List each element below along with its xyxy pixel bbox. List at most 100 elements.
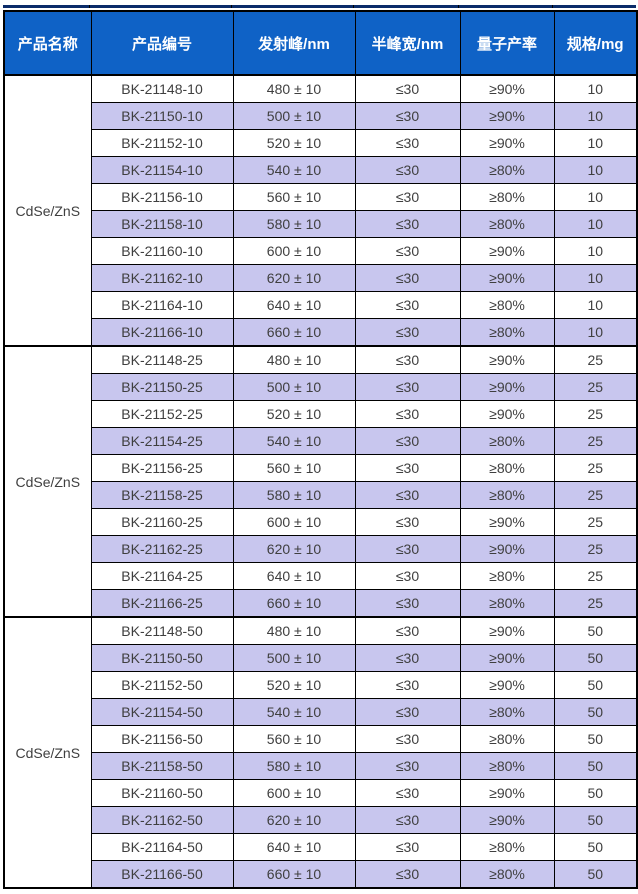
product-code-cell: BK-21150-25 — [90, 373, 234, 401]
table-row: BK-21150-10 500 ± 10 ≤30 ≥90% 10 — [4, 102, 638, 130]
spec-cell: 10 — [553, 237, 638, 265]
product-code-cell: BK-21154-50 — [90, 698, 234, 726]
table-row: CdSe/ZnS BK-21148-50 480 ± 10 ≤30 ≥90% 50 — [3, 616, 638, 889]
emission-peak-cell: 600 ± 10 — [232, 508, 356, 536]
fwhm-cell: ≤30 — [354, 833, 461, 861]
header-spec: 规格/mg — [553, 10, 638, 76]
product-code-cell: BK-21164-25 — [90, 562, 234, 590]
spec-cell: 50 — [553, 833, 638, 861]
quantum-yield-cell: ≥80% — [459, 833, 555, 861]
quantum-yield-cell: ≥90% — [459, 806, 555, 834]
product-code-cell: BK-21162-10 — [90, 264, 234, 292]
quantum-yield-cell: ≥80% — [459, 589, 555, 618]
spec-cell: 50 — [553, 725, 638, 753]
table-row: BK-21152-50 520 ± 10 ≤30 ≥90% 50 — [4, 671, 638, 699]
quantum-yield-cell: ≥80% — [459, 698, 555, 726]
table-row: BK-21158-50 580 ± 10 ≤30 ≥80% 50 — [4, 752, 638, 780]
emission-peak-cell: 520 ± 10 — [232, 129, 356, 157]
fwhm-cell: ≤30 — [354, 318, 461, 347]
emission-peak-cell: 640 ± 10 — [232, 291, 356, 319]
spec-cell: 10 — [553, 183, 638, 211]
strip-segment — [354, 5, 459, 8]
emission-peak-cell: 500 ± 10 — [232, 102, 356, 130]
quantum-yield-cell: ≥90% — [459, 129, 555, 157]
spec-cell: 25 — [553, 481, 638, 509]
product-code-cell: BK-21166-10 — [90, 318, 234, 347]
quantum-dot-spec-table: 产品名称 产品编号 发射峰/nm 半峰宽/nm 量子产率 规格/mg CdSe/… — [3, 10, 638, 889]
fwhm-cell: ≤30 — [354, 671, 461, 699]
emission-peak-cell: 660 ± 10 — [232, 860, 356, 889]
quantum-yield-cell: ≥90% — [459, 237, 555, 265]
fwhm-cell: ≤30 — [354, 345, 461, 374]
quantum-yield-cell: ≥80% — [459, 427, 555, 455]
quantum-yield-cell: ≥90% — [459, 373, 555, 401]
product-code-cell: BK-21164-10 — [90, 291, 234, 319]
fwhm-cell: ≤30 — [354, 400, 461, 428]
product-code-cell: BK-21150-10 — [90, 102, 234, 130]
product-code-cell: BK-21164-50 — [90, 833, 234, 861]
spec-cell: 50 — [553, 616, 638, 645]
table-header: 产品名称 产品编号 发射峰/nm 半峰宽/nm 量子产率 规格/mg — [3, 10, 638, 76]
table-row: BK-21154-50 540 ± 10 ≤30 ≥80% 50 — [4, 698, 638, 726]
fwhm-cell: ≤30 — [354, 129, 461, 157]
emission-peak-cell: 480 ± 10 — [232, 616, 356, 645]
table-row: BK-21160-25 600 ± 10 ≤30 ≥90% 25 — [4, 508, 638, 536]
table-row: BK-21162-10 620 ± 10 ≤30 ≥90% 10 — [4, 264, 638, 292]
spec-cell: 25 — [553, 508, 638, 536]
product-code-cell: BK-21148-50 — [90, 616, 234, 645]
fwhm-cell: ≤30 — [354, 752, 461, 780]
table-row: BK-21156-25 560 ± 10 ≤30 ≥80% 25 — [4, 454, 638, 482]
spec-cell: 10 — [553, 74, 638, 103]
fwhm-cell: ≤30 — [354, 102, 461, 130]
table-row: BK-21164-50 640 ± 10 ≤30 ≥80% 50 — [4, 833, 638, 861]
product-code-cell: BK-21162-25 — [90, 535, 234, 563]
spec-cell: 50 — [553, 698, 638, 726]
fwhm-cell: ≤30 — [354, 481, 461, 509]
table-row: BK-21162-25 620 ± 10 ≤30 ≥90% 25 — [4, 535, 638, 563]
emission-peak-cell: 560 ± 10 — [232, 725, 356, 753]
emission-peak-cell: 520 ± 10 — [232, 671, 356, 699]
emission-peak-cell: 480 ± 10 — [232, 74, 356, 103]
fwhm-cell: ≤30 — [354, 237, 461, 265]
spec-cell: 50 — [553, 779, 638, 807]
spec-cell: 25 — [553, 454, 638, 482]
spec-cell: 10 — [553, 210, 638, 238]
quantum-yield-cell: ≥90% — [459, 102, 555, 130]
emission-peak-cell: 620 ± 10 — [232, 535, 356, 563]
spec-cell: 25 — [553, 562, 638, 590]
spec-cell: 25 — [553, 427, 638, 455]
fwhm-cell: ≤30 — [354, 508, 461, 536]
emission-peak-cell: 660 ± 10 — [232, 318, 356, 347]
emission-peak-cell: 540 ± 10 — [232, 427, 356, 455]
product-code-cell: BK-21160-50 — [90, 779, 234, 807]
table-row: BK-21166-25 660 ± 10 ≤30 ≥80% 25 — [4, 589, 638, 618]
emission-peak-cell: 600 ± 10 — [232, 779, 356, 807]
fwhm-cell: ≤30 — [354, 725, 461, 753]
product-code-cell: BK-21158-25 — [90, 481, 234, 509]
product-code-cell: BK-21156-50 — [90, 725, 234, 753]
product-name-cell: CdSe/ZnS — [3, 345, 92, 618]
table-row: BK-21150-50 500 ± 10 ≤30 ≥90% 50 — [4, 644, 638, 672]
table-body: CdSe/ZnS BK-21148-10 480 ± 10 ≤30 ≥90% 10 BK-2… — [3, 74, 638, 889]
spec-cell: 10 — [553, 291, 638, 319]
quantum-yield-cell: ≥90% — [459, 644, 555, 672]
emission-peak-cell: 580 ± 10 — [232, 210, 356, 238]
emission-peak-cell: 640 ± 10 — [232, 562, 356, 590]
spec-cell: 10 — [553, 318, 638, 347]
quantum-yield-cell: ≥90% — [459, 74, 555, 103]
spec-cell: 50 — [553, 806, 638, 834]
quantum-yield-cell: ≥80% — [459, 725, 555, 753]
quantum-yield-cell: ≥80% — [459, 318, 555, 347]
emission-peak-cell: 600 ± 10 — [232, 237, 356, 265]
spec-cell: 25 — [553, 535, 638, 563]
emission-peak-cell: 500 ± 10 — [232, 373, 356, 401]
product-name-cell: CdSe/ZnS — [3, 74, 92, 347]
fwhm-cell: ≤30 — [354, 644, 461, 672]
spec-cell: 50 — [553, 671, 638, 699]
table-row: BK-21166-10 660 ± 10 ≤30 ≥80% 10 — [4, 318, 638, 347]
spec-cell: 10 — [553, 156, 638, 184]
fwhm-cell: ≤30 — [354, 156, 461, 184]
table-row: BK-21154-25 540 ± 10 ≤30 ≥80% 25 — [4, 427, 638, 455]
emission-peak-cell: 500 ± 10 — [232, 644, 356, 672]
emission-peak-cell: 640 ± 10 — [232, 833, 356, 861]
